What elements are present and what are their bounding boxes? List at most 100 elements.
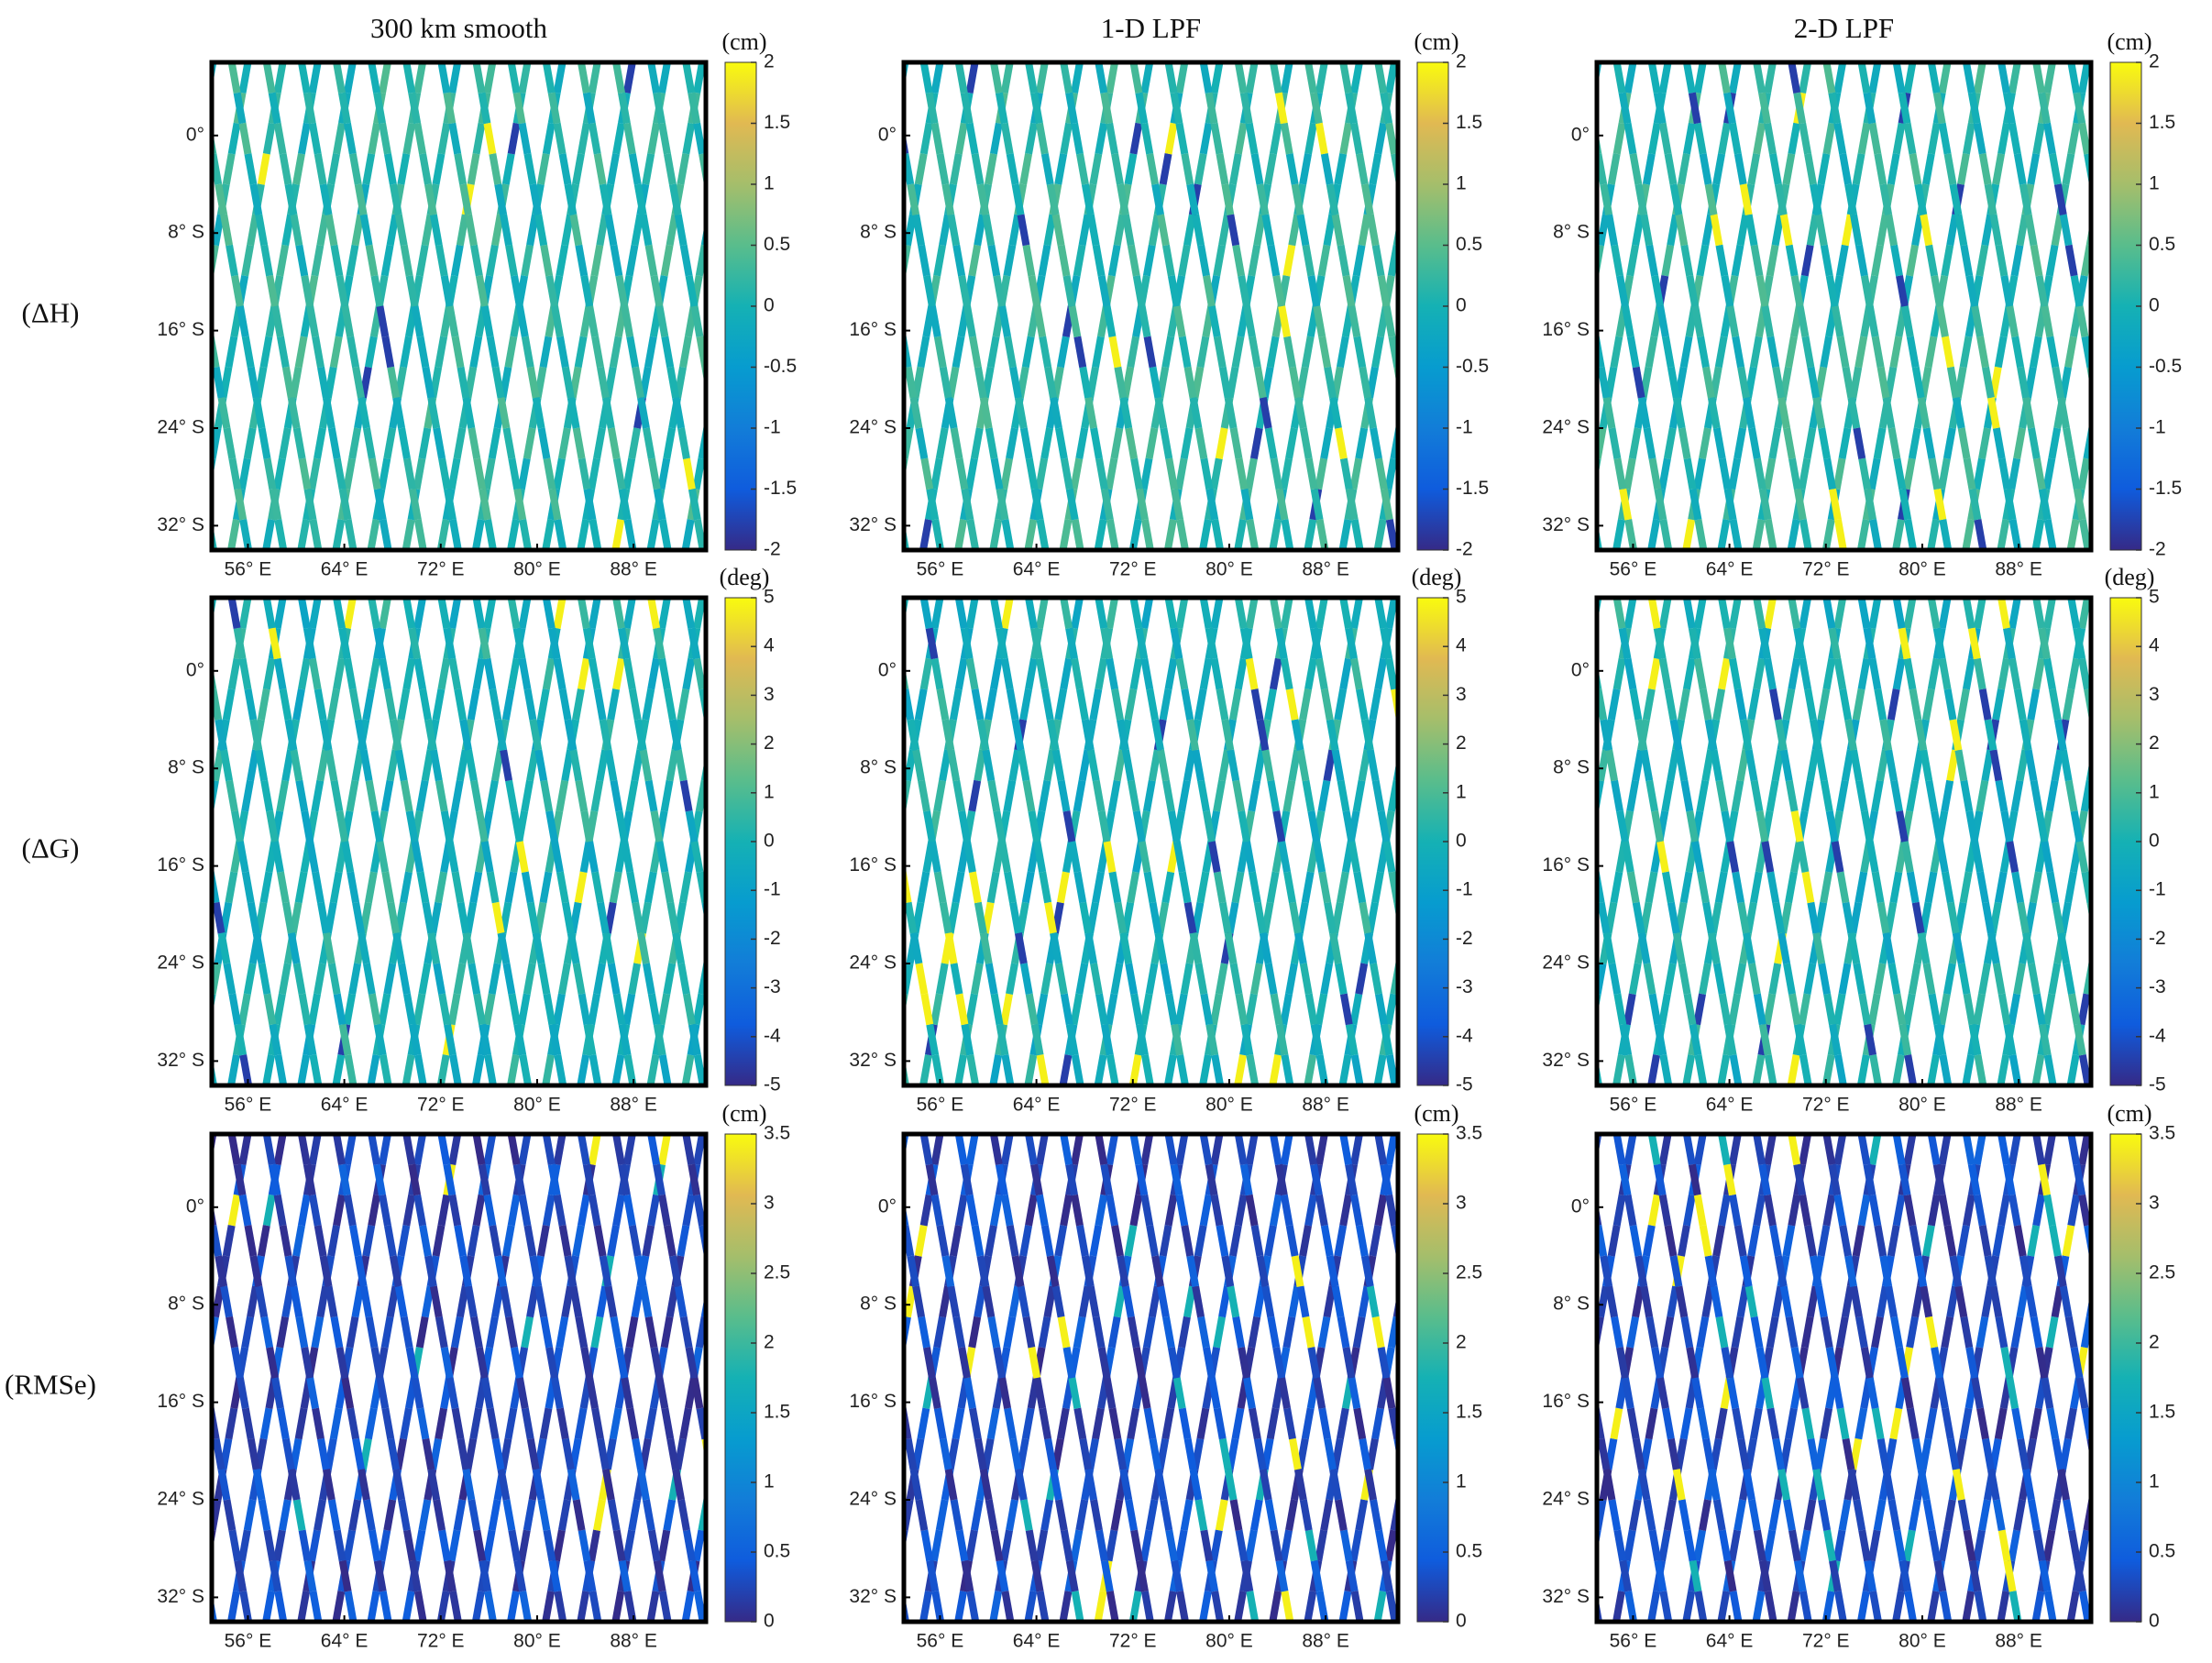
track-segment (341, 841, 355, 873)
track-segment (1054, 427, 1068, 459)
track-segment (1785, 336, 1798, 369)
track-segment (1105, 993, 1118, 1026)
track-segment (1364, 397, 1377, 429)
track-segment (1868, 657, 1882, 690)
track-segment (1973, 657, 1986, 690)
track-segment (1647, 122, 1661, 155)
track-segment (446, 841, 459, 873)
track-segment (826, 659, 831, 689)
track-segment (1566, 903, 1571, 933)
track-segment (413, 122, 426, 155)
track-segment (231, 810, 244, 843)
track-segment (1513, 154, 1518, 184)
track-segment (904, 749, 917, 782)
track-segment (276, 336, 290, 369)
track-segment (292, 427, 306, 459)
colorbar-tick-label: -1 (2149, 879, 2166, 900)
track-segment (1962, 519, 1975, 550)
track-segment (1874, 688, 1887, 721)
track-segment (2045, 244, 2059, 277)
track-segment (415, 244, 429, 277)
track-segment (1320, 688, 1334, 721)
y-tick-label: 16° S (157, 854, 204, 876)
track-segment (912, 749, 926, 782)
track-segment (633, 183, 647, 215)
track-segment (1542, 720, 1547, 750)
track-segment (920, 457, 934, 490)
track-segment (1626, 244, 1640, 277)
track-segment (1250, 153, 1264, 185)
track-segment (1597, 901, 1611, 934)
x-tick-label: 64° E (1706, 559, 1754, 580)
track-segment (781, 398, 787, 428)
track-segment (1602, 932, 1616, 964)
track-segment (1313, 305, 1326, 337)
track-segment (511, 810, 523, 843)
track-segment (1536, 398, 1542, 428)
track-segment (491, 901, 505, 934)
y-tick-label: 24° S (849, 417, 897, 438)
track-segment (1906, 244, 1920, 277)
track-segment (1962, 62, 1975, 94)
track-segment (379, 519, 392, 550)
track-segment (1172, 841, 1186, 873)
track-segment (1642, 153, 1656, 185)
track-segment (1502, 903, 1508, 933)
track-segment (591, 336, 604, 369)
track-segment (148, 933, 153, 964)
track-segment (1656, 841, 1669, 873)
track-segment (1307, 275, 1321, 307)
track-segment (672, 932, 685, 964)
track-segment (298, 1194, 311, 1227)
track-segment (262, 1054, 276, 1085)
track-segment (143, 154, 149, 184)
track-segment (1528, 458, 1534, 489)
track-segment (1491, 336, 1496, 367)
track-segment (1696, 244, 1710, 277)
track-segment (1504, 750, 1510, 780)
track-segment (1517, 490, 1523, 520)
track-segment (71, 1408, 76, 1438)
track-segment (1124, 153, 1138, 185)
colorbar-tick-label: -2 (2149, 539, 2166, 560)
track-segment (925, 92, 939, 125)
track-segment (1196, 336, 1210, 369)
track-segment (1189, 397, 1203, 429)
track-segment (1239, 92, 1253, 125)
track-segment (1488, 659, 1493, 689)
track-segment (1106, 598, 1118, 629)
track-segment (202, 93, 207, 123)
track-segment (1469, 750, 1475, 780)
track-segment (824, 490, 830, 520)
track-segment (1011, 183, 1025, 215)
track-segment (1680, 779, 1694, 812)
track-segment (561, 901, 575, 934)
track-segment (1764, 62, 1777, 94)
track-segment (1239, 627, 1253, 660)
track-segment (954, 1054, 968, 1085)
track-segment (301, 1347, 314, 1379)
track-segment (593, 427, 606, 459)
track-segment (501, 153, 515, 185)
track-segment (306, 305, 319, 337)
track-segment (1071, 657, 1084, 690)
track-segment (833, 1348, 839, 1378)
track-segment (666, 749, 679, 782)
track-segment (833, 276, 839, 306)
track-segment (777, 184, 783, 215)
track-segment (801, 458, 807, 489)
track-segment (1938, 62, 1952, 94)
track-segment (1025, 657, 1038, 690)
track-segment (890, 154, 896, 184)
track-segment (1546, 124, 1552, 154)
track-segment (811, 215, 817, 245)
track-segment (258, 963, 271, 995)
track-segment (338, 1559, 352, 1592)
track-segment (1499, 428, 1504, 458)
track-segment (521, 244, 534, 277)
track-segment (125, 781, 130, 811)
track-segment (1898, 488, 1912, 521)
track-segment (838, 903, 843, 933)
track-segment (370, 275, 384, 307)
track-segment (1017, 214, 1030, 247)
